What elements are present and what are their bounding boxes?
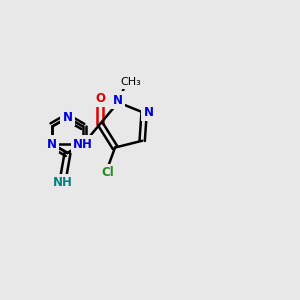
Text: NH: NH (53, 176, 73, 189)
Text: N: N (47, 138, 57, 151)
Text: N: N (63, 111, 73, 124)
Text: N: N (143, 106, 154, 119)
Text: NH: NH (73, 138, 93, 151)
Text: Cl: Cl (101, 166, 114, 179)
Text: O: O (95, 92, 105, 105)
Text: CH₃: CH₃ (121, 77, 142, 87)
Text: N: N (113, 94, 123, 106)
